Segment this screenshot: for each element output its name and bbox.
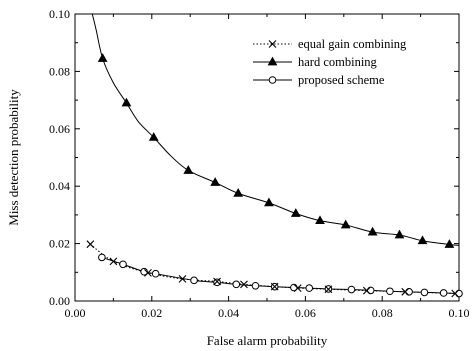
data-point-proposed-scheme: [386, 287, 394, 296]
legend-item-hard-combining: hard combining: [253, 55, 378, 69]
x-tick-label: 0.08: [372, 306, 393, 320]
data-point-proposed-scheme: [232, 280, 241, 289]
legend-marker-equal-gain-combining-stroke-b: [268, 40, 277, 48]
data-point-hard-combining: [394, 229, 405, 239]
y-tick-label: 0.06: [49, 122, 70, 136]
legend-label-proposed-scheme: proposed scheme: [298, 73, 385, 87]
legend-item-proposed-scheme: proposed scheme: [253, 73, 385, 87]
data-point-equal-gain-combining-stroke-b: [178, 275, 187, 283]
x-tick-label: 0.10: [449, 306, 470, 320]
data-point-equal-gain-combining-stroke-b: [293, 284, 302, 292]
y-tick-label: 0.04: [49, 179, 70, 193]
data-point-equal-gain-combining-stroke-b: [324, 285, 333, 294]
x-axis-label: False alarm probability: [207, 333, 328, 348]
data-point-proposed-scheme: [190, 276, 198, 285]
data-point-hard-combining: [290, 208, 301, 217]
data-point-equal-gain-combining: [109, 257, 118, 266]
y-axis-label: Miss detection probability: [6, 89, 21, 226]
legend-marker-hard-combining: [267, 56, 278, 66]
data-point-proposed-scheme: [251, 281, 260, 290]
markers-equal-gain-combining: [86, 240, 460, 298]
data-point-proposed-scheme: [405, 288, 413, 296]
data-point-equal-gain-combining-stroke-b: [270, 282, 279, 291]
x-tick-label: 0.02: [141, 306, 162, 320]
data-point-equal-gain-combining: [178, 275, 187, 283]
x-tick-label: 0.04: [218, 306, 239, 320]
data-point-hard-combining: [367, 226, 378, 236]
legend-item-equal-gain-combining: equal gain combining: [253, 37, 407, 51]
data-point-equal-gain-combining-stroke-b: [240, 280, 248, 289]
series-layer: [86, 14, 463, 298]
legend-label-hard-combining: hard combining: [298, 55, 378, 69]
axes: 0.00 0.02 0.04 0.06 0.08 0.10 0.00 0.02 0.04 0.06…: [49, 7, 470, 320]
data-point-equal-gain-combining: [451, 289, 460, 298]
markers-hard-combining: [97, 53, 455, 248]
data-point-hard-combining: [210, 177, 221, 186]
legend: equal gain combining hard combining propos…: [253, 37, 407, 87]
data-point-hard-combining: [444, 239, 455, 248]
x-tick-label: 0.06: [295, 306, 316, 320]
data-point-equal-gain-combining: [240, 280, 248, 289]
data-point-proposed-scheme: [151, 269, 160, 278]
data-point-hard-combining: [97, 53, 108, 62]
y-tick-label: 0.02: [49, 237, 70, 251]
data-point-proposed-scheme: [98, 253, 106, 262]
data-point-equal-gain-combining: [270, 282, 279, 291]
data-point-proposed-scheme: [439, 289, 448, 297]
y-tick-label: 0.00: [49, 294, 70, 308]
data-point-proposed-scheme: [119, 260, 127, 269]
data-point-proposed-scheme: [213, 278, 221, 287]
data-point-equal-gain-combining-stroke-b: [109, 257, 118, 266]
data-point-equal-gain-combining: [324, 285, 333, 294]
data-point-equal-gain-combining: [86, 240, 95, 249]
data-point-equal-gain-combining: [144, 268, 152, 277]
data-point-proposed-scheme: [347, 285, 356, 294]
data-point-hard-combining: [183, 165, 194, 174]
data-point-equal-gain-combining-stroke-b: [144, 268, 152, 277]
y-tick-label: 0.10: [49, 7, 70, 21]
data-point-proposed-scheme: [420, 288, 429, 297]
data-point-hard-combining: [315, 215, 325, 225]
data-point-equal-gain-combining: [362, 286, 371, 295]
data-point-equal-gain-combining-stroke-b: [451, 289, 460, 298]
data-point-hard-combining: [264, 197, 274, 207]
data-point-equal-gain-combining-stroke-b: [401, 287, 410, 296]
data-point-hard-combining: [417, 235, 428, 245]
data-point-hard-combining: [340, 219, 351, 229]
legend-marker-proposed-scheme: [268, 76, 277, 84]
plot-frame: [74, 13, 460, 302]
markers-proposed-scheme: [98, 253, 463, 298]
legend-label-equal-gain-combining: equal gain combining: [298, 37, 407, 51]
legend-marker-equal-gain-combining: [268, 40, 277, 48]
data-point-hard-combining: [233, 188, 244, 197]
data-point-proposed-scheme: [455, 289, 463, 298]
data-point-hard-combining: [148, 132, 159, 141]
data-point-proposed-scheme: [305, 284, 314, 292]
data-point-equal-gain-combining: [293, 284, 302, 292]
data-point-equal-gain-combining: [213, 277, 221, 286]
data-point-equal-gain-combining: [401, 287, 410, 296]
x-tick-label: 0.00: [65, 306, 86, 320]
y-tick-label: 0.08: [49, 64, 70, 78]
data-point-equal-gain-combining-stroke-b: [362, 286, 371, 295]
data-point-equal-gain-combining-stroke-b: [86, 240, 95, 249]
data-point-hard-combining: [121, 97, 132, 107]
data-point-equal-gain-combining-stroke-b: [213, 277, 221, 286]
